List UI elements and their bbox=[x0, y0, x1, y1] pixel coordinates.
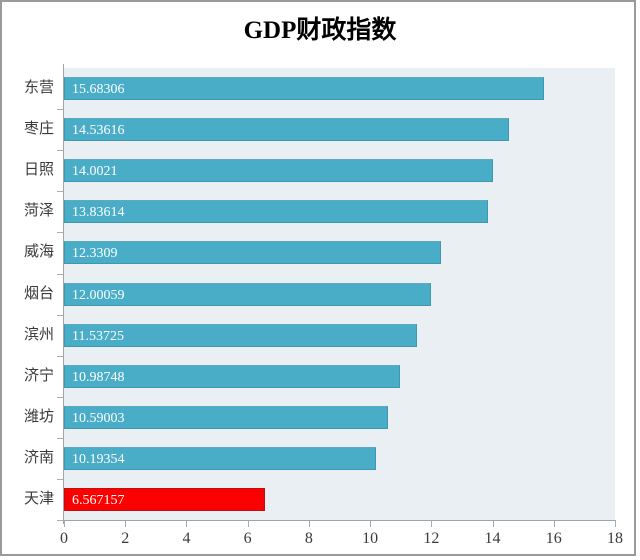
x-axis-line bbox=[63, 520, 616, 521]
y-axis-tick bbox=[57, 191, 63, 193]
y-axis-tick bbox=[57, 273, 63, 275]
category-label: 滨州 bbox=[23, 326, 54, 343]
bar-value-label: 14.53616 bbox=[72, 123, 125, 139]
x-axis-tick bbox=[125, 521, 127, 527]
bar[interactable]: 15.68306 bbox=[64, 77, 545, 101]
y-axis-tick bbox=[57, 232, 63, 234]
x-axis-tick bbox=[615, 521, 616, 527]
y-axis-tick bbox=[57, 479, 63, 480]
bar-value-label: 10.59003 bbox=[72, 410, 125, 426]
bar-highlighted[interactable]: 6.567157 bbox=[64, 488, 266, 512]
bar[interactable]: 10.59003 bbox=[64, 405, 389, 429]
x-axis-tick bbox=[64, 521, 65, 527]
category-label: 济南 bbox=[23, 449, 54, 466]
category-label: 天津 bbox=[23, 491, 54, 507]
x-axis-tick bbox=[186, 521, 188, 527]
y-axis-tick bbox=[57, 150, 63, 152]
x-axis-tick-label: 4 bbox=[182, 530, 191, 547]
category-label: 威海 bbox=[23, 244, 54, 261]
category-label: 日照 bbox=[23, 162, 54, 179]
y-axis-tick bbox=[57, 520, 63, 522]
x-axis-tick-label: 14 bbox=[484, 530, 501, 547]
x-axis-tick-label: 10 bbox=[362, 530, 379, 547]
bar[interactable]: 10.98748 bbox=[64, 364, 401, 388]
y-axis-line bbox=[63, 64, 64, 524]
x-axis-tick bbox=[247, 521, 249, 527]
bar[interactable]: 13.83614 bbox=[64, 200, 488, 224]
bar-value-label: 6.567157 bbox=[72, 493, 125, 509]
bar-value-label: 12.00059 bbox=[72, 287, 125, 303]
category-label: 东营 bbox=[23, 80, 54, 96]
x-axis-tick-label: 0 bbox=[60, 530, 68, 547]
y-axis-tick bbox=[57, 109, 63, 111]
bar[interactable]: 12.3309 bbox=[64, 241, 442, 265]
x-axis-tick-label: 8 bbox=[304, 530, 313, 547]
bar[interactable]: 12.00059 bbox=[64, 282, 432, 306]
bar-value-label: 11.53725 bbox=[72, 328, 124, 344]
bar-value-label: 14.0021 bbox=[72, 164, 118, 180]
category-label: 济宁 bbox=[23, 367, 54, 384]
x-axis-tick-label: 18 bbox=[607, 530, 623, 547]
x-axis-tick bbox=[553, 521, 555, 527]
y-axis-tick bbox=[57, 314, 63, 316]
bar[interactable]: 11.53725 bbox=[64, 323, 418, 347]
bar[interactable]: 14.0021 bbox=[64, 159, 493, 183]
x-axis-tick bbox=[492, 521, 494, 527]
bar-value-label: 12.3309 bbox=[72, 246, 118, 262]
bar-value-label: 10.19354 bbox=[72, 451, 125, 467]
x-axis-tick-label: 16 bbox=[545, 530, 562, 547]
y-axis-tick bbox=[57, 355, 63, 357]
x-axis-tick-label: 2 bbox=[121, 530, 130, 547]
x-axis-tick-label: 6 bbox=[243, 530, 252, 547]
x-axis-tick bbox=[370, 521, 372, 527]
category-label: 烟台 bbox=[23, 285, 54, 302]
bar[interactable]: 10.19354 bbox=[64, 446, 377, 470]
category-label: 枣庄 bbox=[23, 121, 54, 138]
y-axis-tick bbox=[57, 396, 63, 398]
bar-value-label: 13.83614 bbox=[72, 205, 125, 221]
category-label: 菏泽 bbox=[23, 203, 54, 220]
x-axis-tick-label: 12 bbox=[423, 530, 440, 547]
x-axis-tick bbox=[308, 521, 310, 527]
chart-title: GDP财政指数 bbox=[243, 17, 397, 44]
bar-value-label: 15.68306 bbox=[72, 82, 125, 98]
bar-value-label: 10.98748 bbox=[72, 369, 125, 385]
y-axis-tick bbox=[57, 437, 63, 439]
x-axis-tick bbox=[431, 521, 433, 527]
category-label: 潍坊 bbox=[23, 408, 54, 425]
bar[interactable]: 14.53616 bbox=[64, 118, 509, 142]
